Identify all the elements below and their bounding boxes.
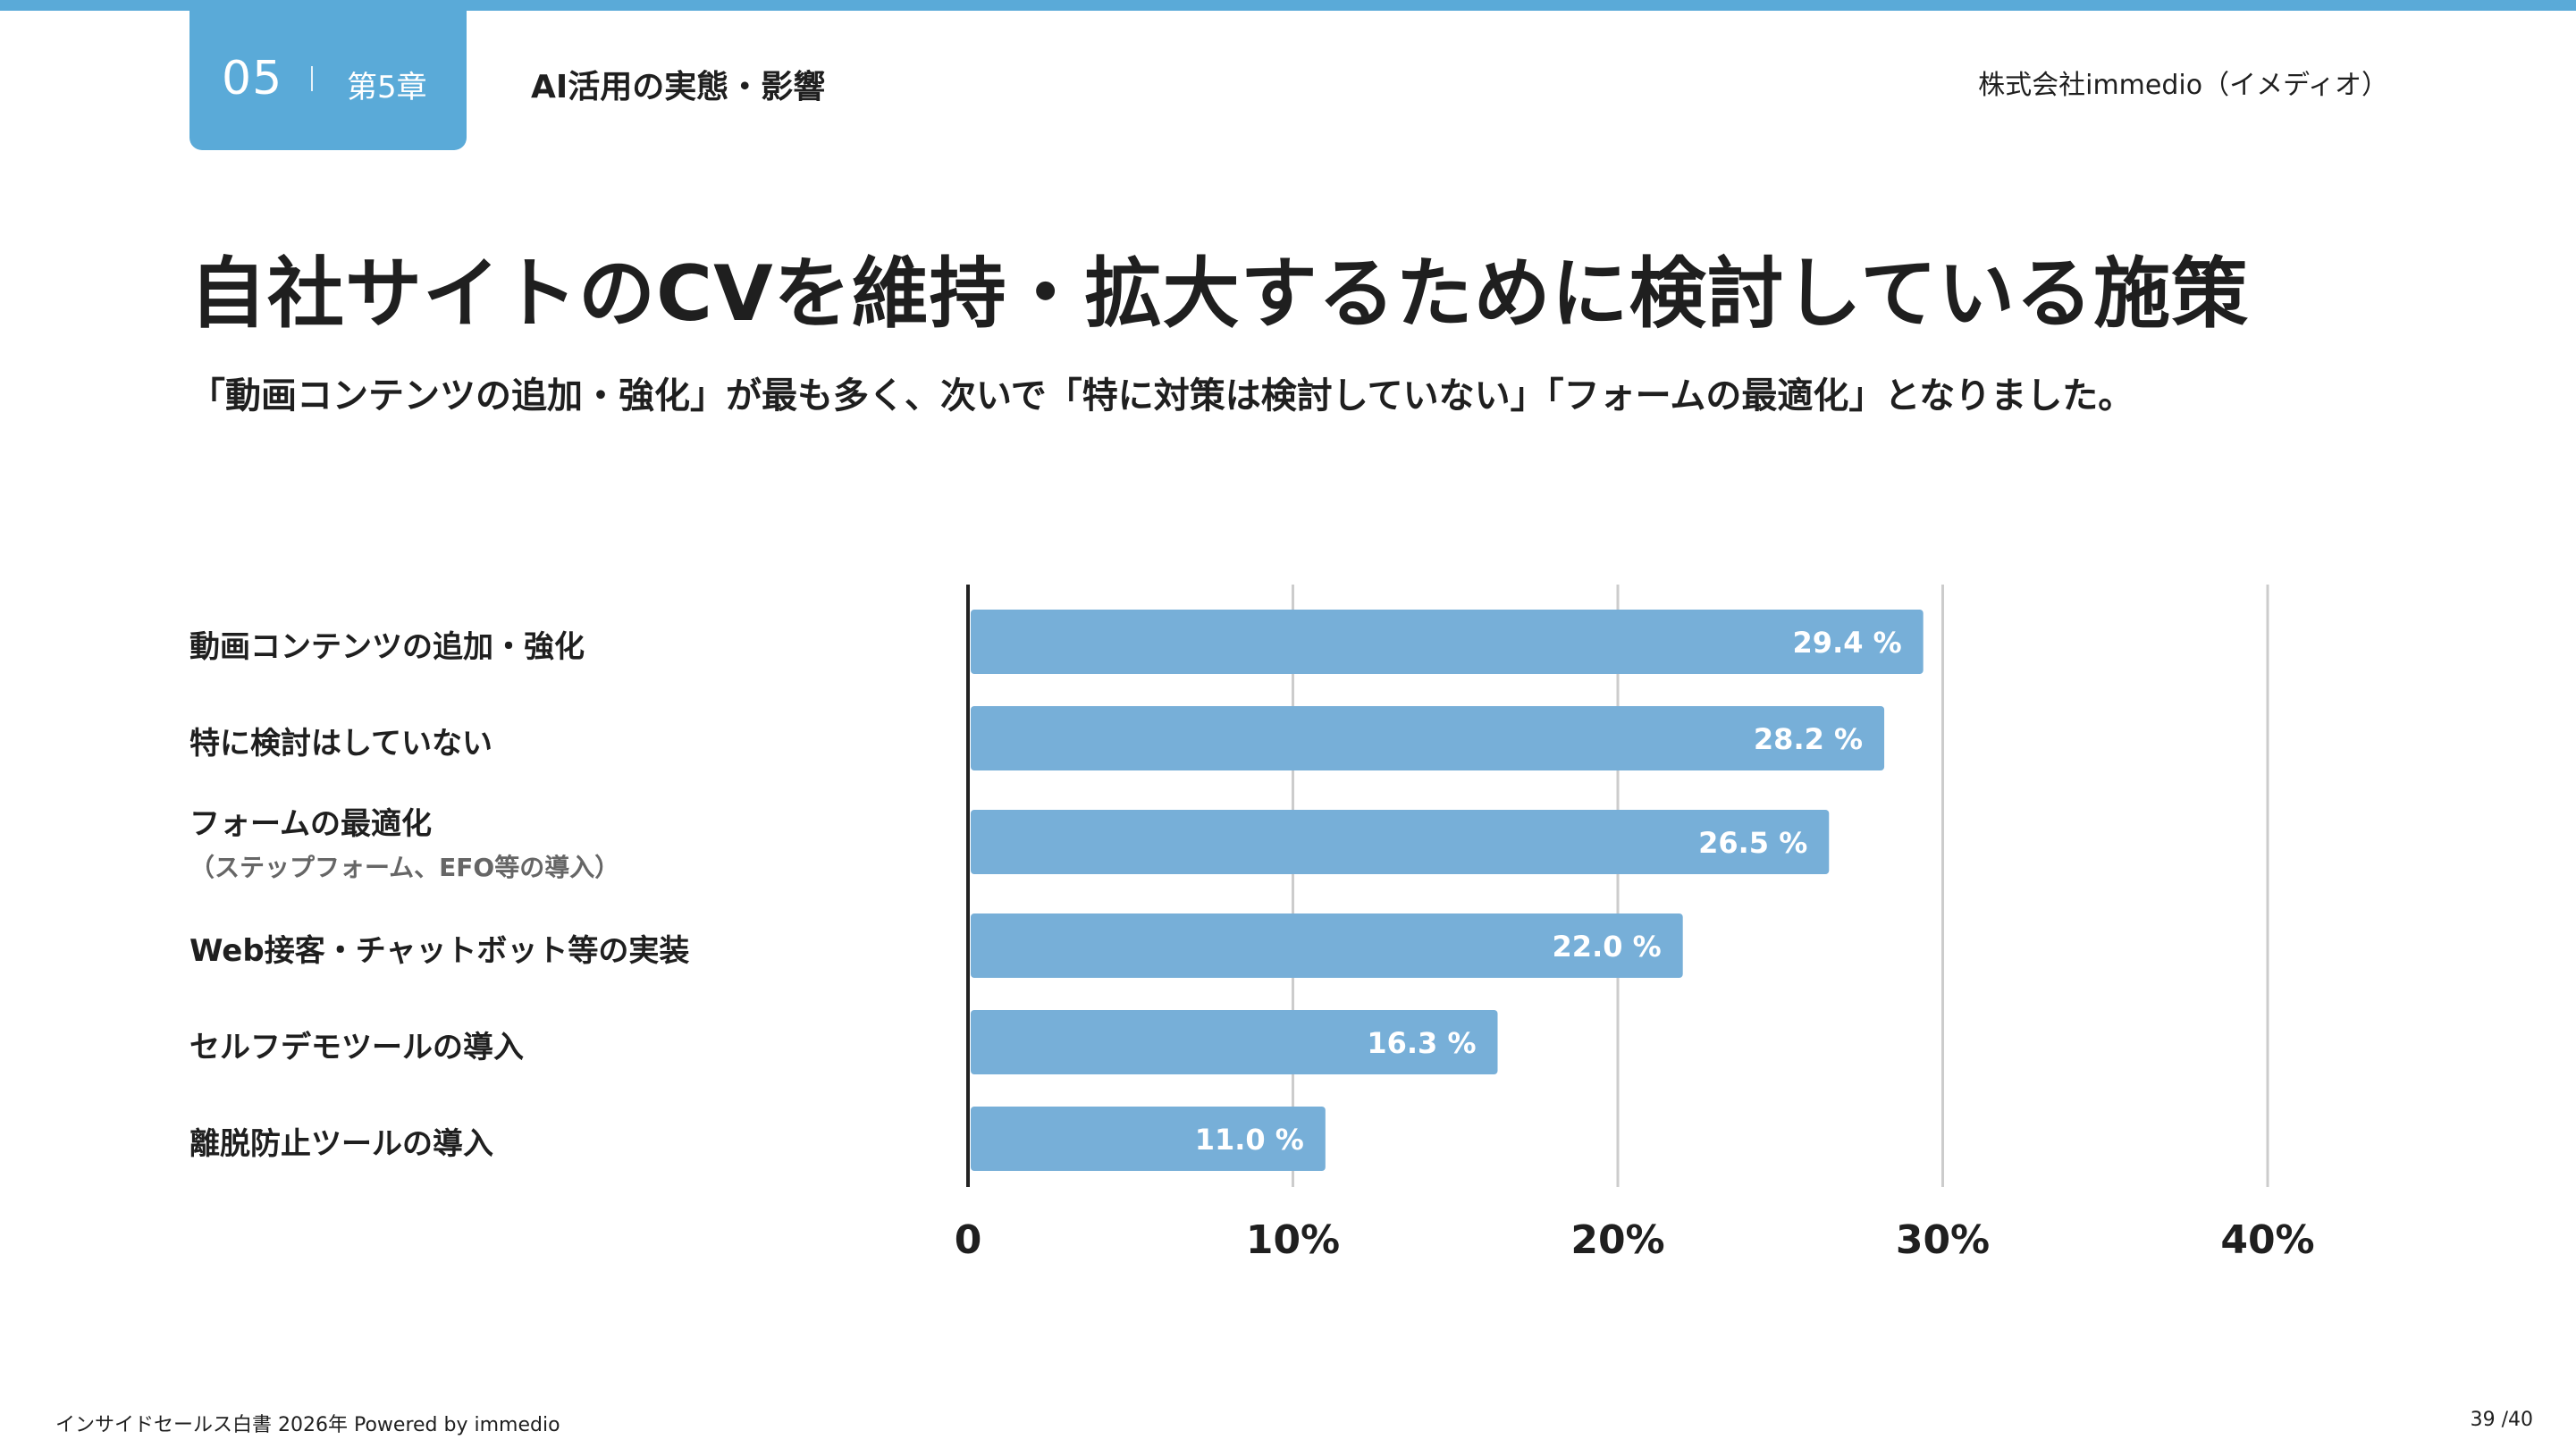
- page-subtitle: 「動画コンテンツの追加・強化」が最も多く、次いで「特に対策は検討していない」「フ…: [189, 375, 2134, 417]
- data-label: 22.0 %: [1553, 930, 1662, 964]
- page-number: 39 /40: [2470, 1409, 2533, 1431]
- bar: [971, 810, 1830, 874]
- category-label-text: 動画コンテンツの追加・強化: [189, 629, 585, 665]
- category-label: 特に検討はしていない: [189, 719, 492, 762]
- x-tick-label: 20%: [1570, 1217, 1664, 1263]
- category-label-text: Web接客・チャットボット等の実装: [189, 933, 690, 969]
- data-label: 26.5 %: [1698, 826, 1807, 860]
- bar: [971, 610, 1924, 674]
- category-label-text: 特に検討はしていない: [189, 726, 492, 762]
- bar: [971, 1010, 1498, 1074]
- category-label-text: フォームの最適化: [189, 806, 432, 842]
- company-name: 株式会社immedio（イメディオ）: [1978, 70, 2388, 101]
- category-label: セルフデモツールの導入: [189, 1023, 524, 1066]
- footer-source: インサイドセールス白書 2026年 Powered by immedio: [55, 1414, 560, 1436]
- bar: [971, 1107, 1326, 1171]
- chapter-divider: [311, 66, 313, 91]
- page-title: 自社サイトのCVを維持・拡大するために検討している施策: [189, 249, 2250, 339]
- data-label: 16.3 %: [1367, 1026, 1476, 1060]
- x-tick-label: 40%: [2220, 1217, 2314, 1263]
- chapter-tab: 05 第5章: [189, 0, 467, 150]
- category-label-text: 離脱防止ツールの導入: [189, 1126, 493, 1162]
- chapter-number: 05: [222, 52, 283, 105]
- category-sublabel: （ステップフォーム、EFO等の導入）: [189, 853, 620, 882]
- section-title: AI活用の実態・影響: [531, 69, 826, 105]
- chapter-label: 第5章: [347, 70, 427, 105]
- bar: [971, 913, 1683, 978]
- category-label: 離脱防止ツールの導入: [189, 1119, 493, 1163]
- category-label: Web接客・チャットボット等の実装: [189, 926, 689, 970]
- x-tick-label: 30%: [1896, 1217, 1990, 1263]
- bar: [971, 706, 1885, 770]
- category-label-text: セルフデモツールの導入: [189, 1030, 524, 1065]
- data-label: 29.4 %: [1793, 626, 1902, 660]
- x-tick-label: 0: [955, 1217, 982, 1263]
- x-tick-label: 10%: [1246, 1217, 1340, 1263]
- category-label: フォームの最適化 （ステップフォーム、EFO等の導入）: [189, 799, 619, 884]
- data-label: 11.0 %: [1195, 1123, 1304, 1157]
- data-label: 28.2 %: [1754, 722, 1863, 756]
- category-label: 動画コンテンツの追加・強化: [189, 622, 585, 666]
- top-accent-line: [0, 0, 2576, 11]
